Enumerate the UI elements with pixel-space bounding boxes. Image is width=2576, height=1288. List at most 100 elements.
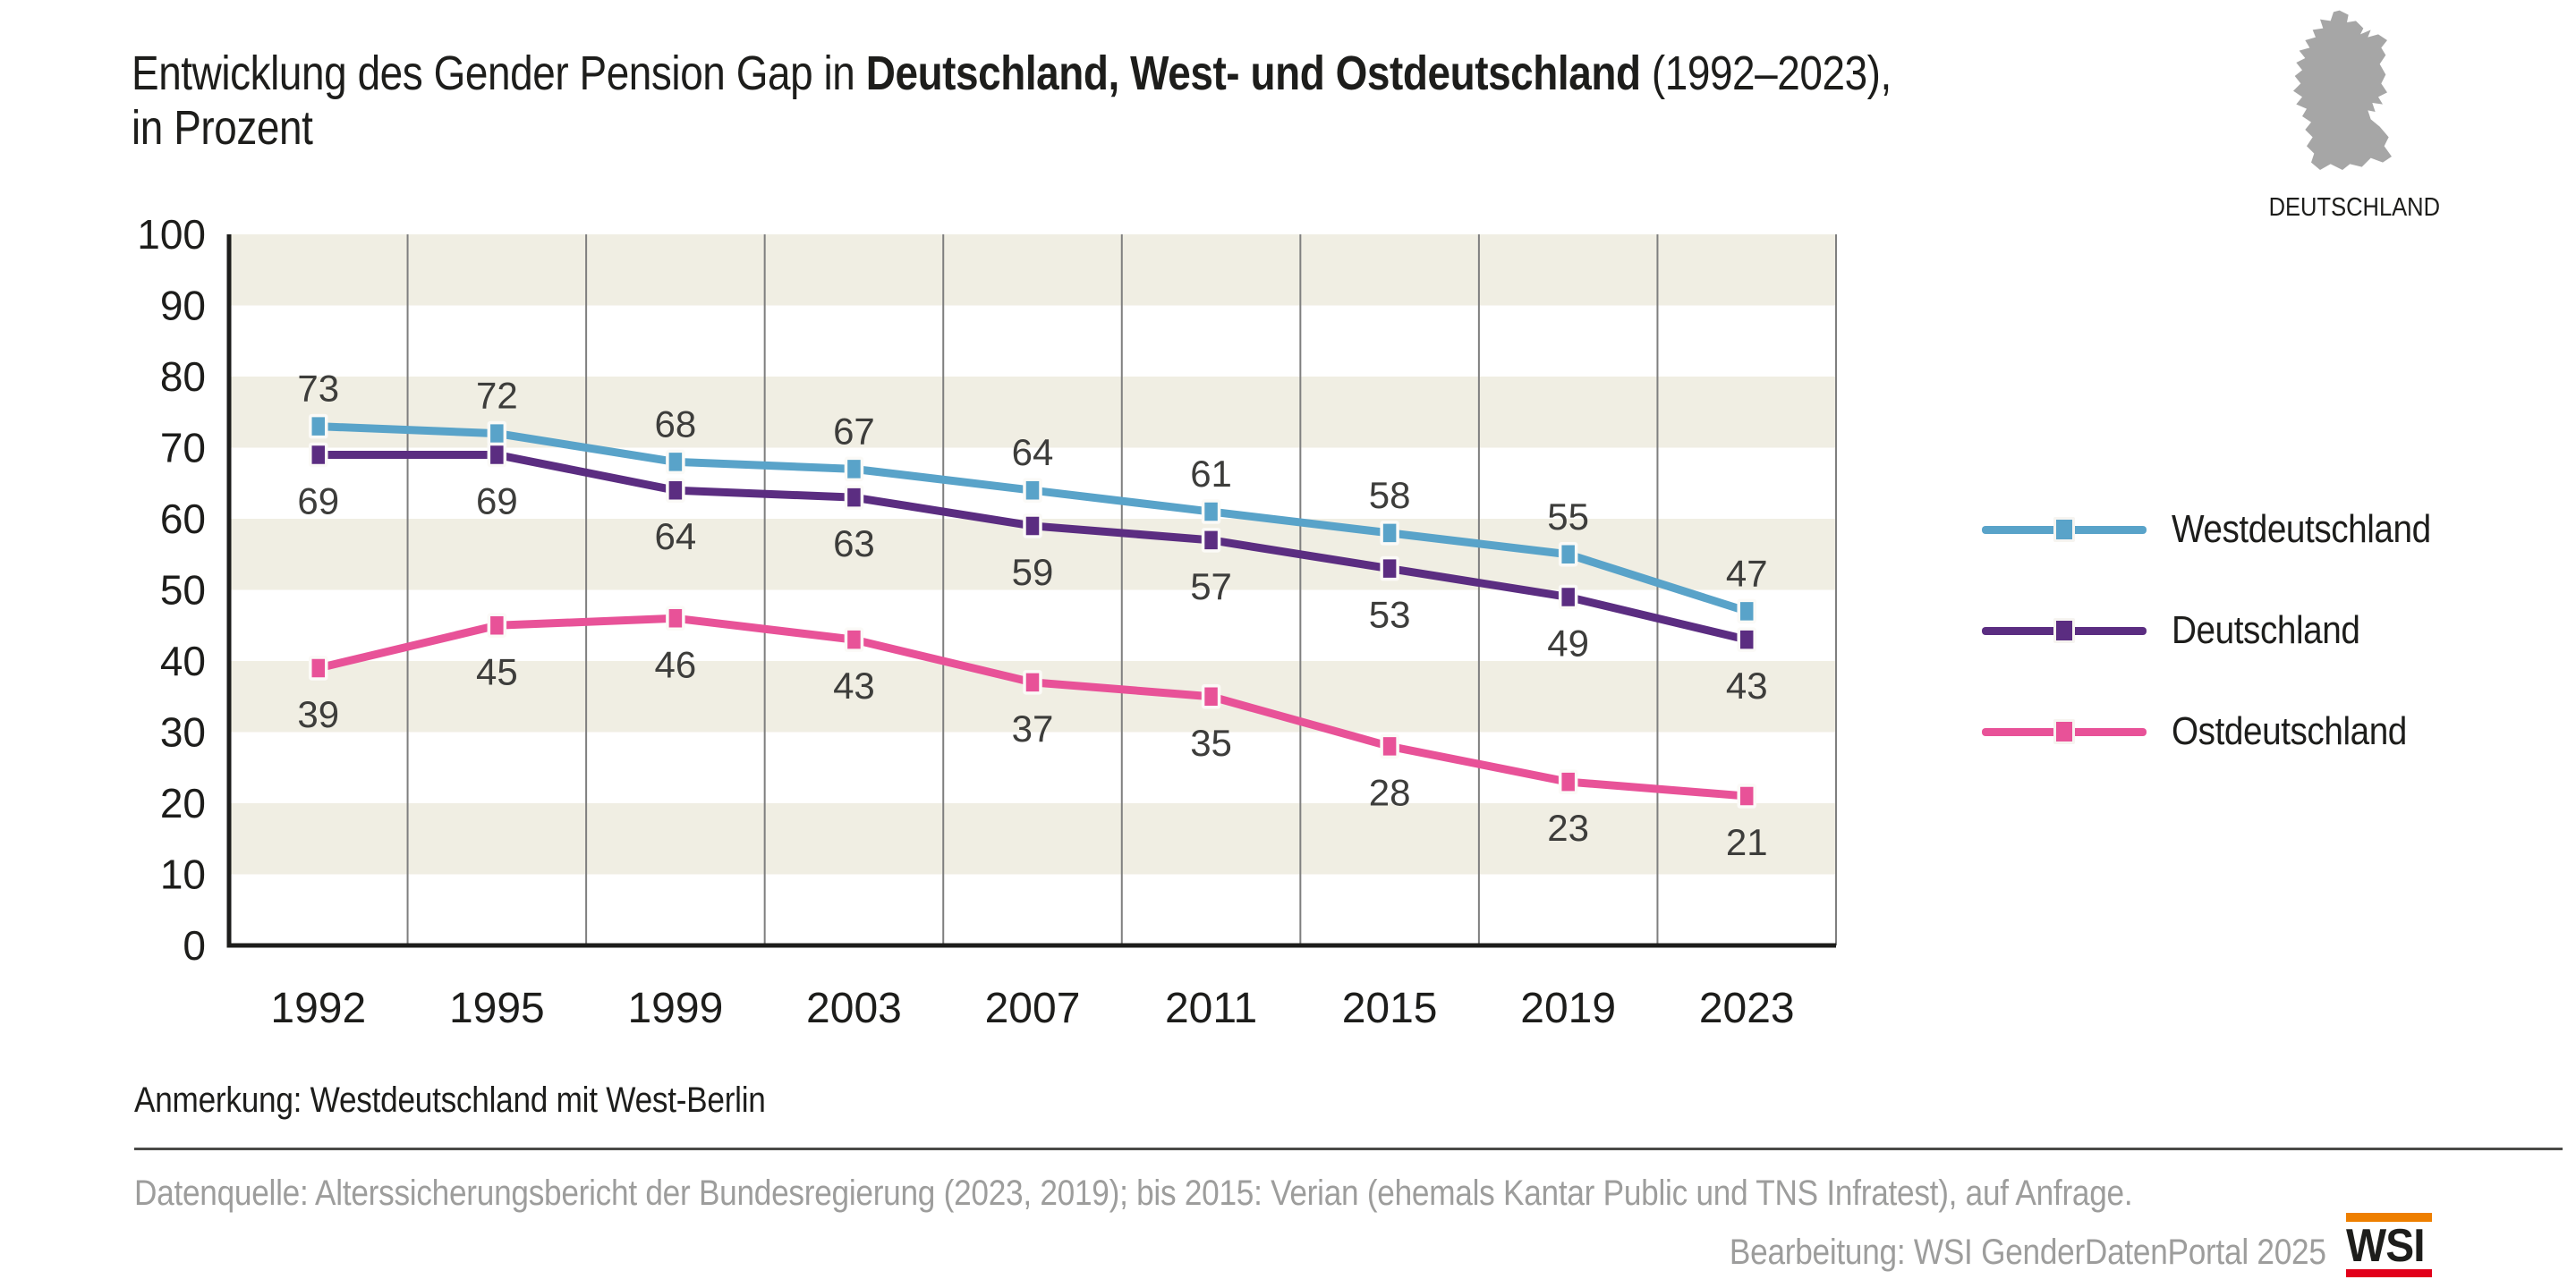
data-point-marker xyxy=(1201,499,1221,524)
svg-text:60: 60 xyxy=(160,496,206,542)
legend-line-marker xyxy=(1982,719,2147,744)
svg-text:1992: 1992 xyxy=(270,985,366,1032)
axes xyxy=(226,234,1836,948)
data-value-label: 68 xyxy=(655,402,697,445)
germany-map-icon xyxy=(2293,10,2392,170)
svg-text:1999: 1999 xyxy=(627,985,723,1032)
data-value-label: 73 xyxy=(297,368,339,410)
svg-text:100: 100 xyxy=(137,211,206,258)
data-point-marker xyxy=(309,413,328,439)
wsi-logo: WSI xyxy=(2346,1213,2432,1277)
svg-text:2015: 2015 xyxy=(1342,985,1438,1032)
data-point-marker xyxy=(666,606,685,631)
data-value-label: 58 xyxy=(1369,474,1411,516)
svg-text:2011: 2011 xyxy=(1165,985,1257,1032)
data-value-label: 69 xyxy=(476,479,518,521)
legend-square-marker xyxy=(2053,719,2075,744)
vertical-gridlines xyxy=(406,234,1837,945)
wsi-logo-top-bar xyxy=(2346,1213,2432,1222)
country-badge: DEUTSCHLAND xyxy=(2257,9,2445,223)
data-value-label: 21 xyxy=(1726,821,1768,863)
data-value-label: 39 xyxy=(297,693,339,735)
data-point-marker xyxy=(666,449,685,475)
chart-title: Entwicklung des Gender Pension Gap in De… xyxy=(132,47,1892,156)
svg-text:2007: 2007 xyxy=(985,985,1081,1032)
data-point-marker xyxy=(1380,521,1399,546)
data-point-marker xyxy=(1558,769,1578,794)
data-value-label: 63 xyxy=(833,522,875,564)
svg-text:30: 30 xyxy=(160,709,206,756)
data-point-marker xyxy=(1737,627,1756,652)
credit-line: Bearbeitung: WSI GenderDatenPortal 2025 xyxy=(1730,1233,2326,1272)
svg-text:2003: 2003 xyxy=(806,985,902,1032)
data-value-label: 64 xyxy=(655,515,697,557)
wsi-logo-text: WSI xyxy=(2346,1220,2426,1272)
legend-line-marker xyxy=(1982,618,2147,643)
legend-label: Ostdeutschland xyxy=(2172,709,2407,753)
country-badge-label: DEUTSCHLAND xyxy=(2268,193,2441,222)
wsi-logo-bottom-bar xyxy=(2346,1269,2432,1277)
data-value-label: 61 xyxy=(1190,453,1232,495)
data-point-marker xyxy=(1023,670,1042,695)
data-point-marker xyxy=(1201,684,1221,709)
svg-text:40: 40 xyxy=(160,638,206,684)
chart-title-suffix: (1992–2023), xyxy=(1640,47,1892,100)
data-value-label: 35 xyxy=(1190,722,1232,764)
data-point-marker xyxy=(487,420,507,446)
data-value-label: 46 xyxy=(655,643,697,685)
data-source-line: Datenquelle: Alterssicherungsbericht der… xyxy=(134,1174,2133,1213)
y-axis-tick-labels: 0 10 20 30 40 50 60 70 80 90 100 xyxy=(137,211,206,969)
data-value-label: 59 xyxy=(1012,551,1054,593)
data-point-marker xyxy=(309,442,328,468)
data-point-marker xyxy=(1023,478,1042,503)
data-value-label: 28 xyxy=(1369,771,1411,813)
legend-label: Westdeutschland xyxy=(2172,507,2431,551)
plot-bands xyxy=(229,234,1836,875)
svg-text:0: 0 xyxy=(183,922,206,969)
data-point-marker xyxy=(666,478,685,503)
legend-item: Ostdeutschland xyxy=(1982,705,2439,758)
svg-text:2019: 2019 xyxy=(1520,985,1616,1032)
legend-square-marker xyxy=(2053,618,2075,643)
data-point-marker xyxy=(844,456,864,482)
series-westdeutschland: 73 72 68 67 64 61 58 55 47 xyxy=(297,368,1768,624)
svg-text:20: 20 xyxy=(160,780,206,826)
data-point-marker xyxy=(844,485,864,510)
data-point-marker xyxy=(1380,555,1399,581)
svg-text:1995: 1995 xyxy=(449,985,545,1032)
data-point-marker xyxy=(1737,598,1756,624)
svg-text:50: 50 xyxy=(160,567,206,614)
data-value-label: 45 xyxy=(476,650,518,692)
data-value-label: 47 xyxy=(1726,552,1768,594)
data-value-label: 69 xyxy=(297,479,339,521)
series-deutschland: 69 69 64 63 59 57 53 49 43 xyxy=(297,442,1768,707)
x-axis-tick-labels: 1992 1995 1999 2003 2007 2011 2015 2019 2023 xyxy=(270,985,1794,1032)
germany-silhouette xyxy=(2293,10,2392,170)
footnote: Anmerkung: Westdeutschland mit West-Berl… xyxy=(134,1080,766,1120)
data-value-label: 37 xyxy=(1012,708,1054,750)
series-ostdeutschland: 39 45 46 43 37 35 28 23 21 xyxy=(297,606,1768,863)
data-value-label: 72 xyxy=(476,375,518,417)
legend-square-marker xyxy=(2053,517,2075,542)
svg-text:2023: 2023 xyxy=(1699,985,1795,1032)
data-point-marker xyxy=(1558,584,1578,610)
data-point-marker xyxy=(844,627,864,652)
data-value-label: 23 xyxy=(1547,807,1589,849)
data-point-marker xyxy=(487,613,507,638)
svg-text:10: 10 xyxy=(160,852,206,898)
data-value-label: 64 xyxy=(1012,431,1054,473)
svg-text:70: 70 xyxy=(160,425,206,471)
svg-text:80: 80 xyxy=(160,353,206,400)
data-point-marker xyxy=(1380,733,1399,759)
data-point-marker xyxy=(487,442,507,468)
svg-text:90: 90 xyxy=(160,283,206,329)
legend-label: Deutschland xyxy=(2172,608,2360,652)
data-point-marker xyxy=(1737,784,1756,809)
data-point-marker xyxy=(1023,513,1042,538)
data-value-label: 57 xyxy=(1190,565,1232,607)
legend-item: Deutschland xyxy=(1982,604,2385,657)
data-point-marker xyxy=(309,656,328,681)
data-value-label: 55 xyxy=(1547,496,1589,538)
